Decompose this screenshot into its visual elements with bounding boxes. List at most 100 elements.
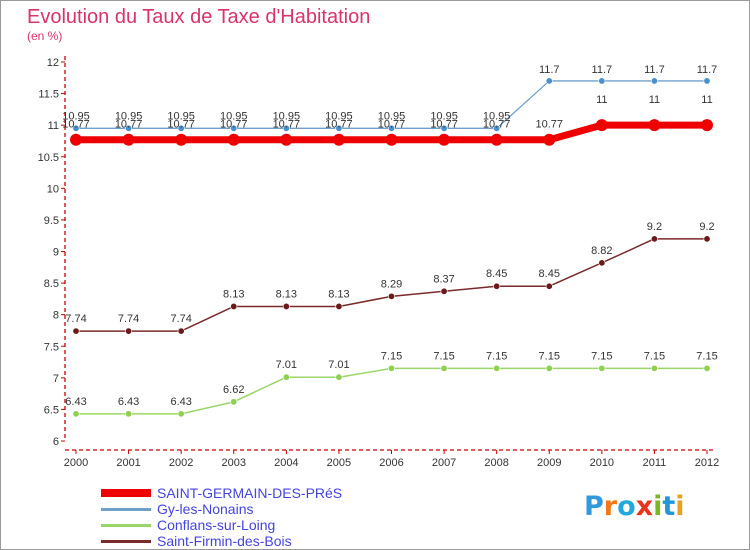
data-label: 6.43	[118, 396, 139, 408]
logo-letter: r	[603, 491, 618, 522]
data-point	[72, 327, 80, 335]
data-label: 7.01	[328, 359, 349, 371]
legend-item-saint-firmin: Saint-Firmin-des-Bois	[101, 533, 342, 549]
data-label: 10.77	[220, 119, 248, 131]
data-point	[545, 282, 553, 290]
data-point	[335, 373, 343, 381]
x-tick-label: 2009	[537, 457, 561, 469]
data-point	[72, 124, 80, 132]
legend-swatch-saint-firmin	[101, 539, 151, 543]
data-point	[598, 259, 606, 267]
data-point	[490, 133, 503, 146]
data-point	[230, 398, 238, 406]
logo-letter: o	[617, 491, 636, 522]
data-point	[335, 302, 343, 310]
x-tick-label: 2002	[169, 457, 193, 469]
data-point	[332, 133, 345, 146]
logo-letter: P	[584, 491, 604, 522]
y-tick-label: 9.5	[44, 215, 59, 227]
data-point	[175, 133, 188, 146]
data-point	[493, 282, 501, 290]
data-label: 10.95	[62, 110, 90, 122]
data-label: 10.95	[167, 110, 195, 122]
data-label: 7.15	[644, 350, 665, 362]
data-label: 7.15	[486, 350, 507, 362]
data-point	[72, 410, 80, 418]
data-point	[703, 235, 711, 243]
data-point	[650, 235, 658, 243]
data-point	[230, 124, 238, 132]
legend-label-saint-firmin: Saint-Firmin-des-Bois	[157, 533, 292, 549]
legend-item-gy-les-nonains: Gy-les-Nonains	[101, 501, 342, 517]
chart-title: Evolution du Taux de Taxe d'Habitation	[27, 6, 371, 28]
legend-swatch-saint-germain	[101, 489, 151, 497]
data-label: 11	[596, 94, 607, 106]
data-label: 10.95	[325, 110, 353, 122]
data-label: 7.74	[118, 313, 139, 325]
data-label: 11.7	[539, 64, 560, 76]
y-tick-label: 7	[53, 373, 59, 385]
logo-letter: i	[653, 491, 663, 522]
chart-subtitle: (en %)	[27, 29, 63, 43]
y-tick-label: 8.5	[44, 278, 59, 290]
data-point	[493, 364, 501, 372]
data-label: 10.77	[483, 119, 511, 131]
x-tick-label: 2003	[222, 457, 246, 469]
data-point	[493, 124, 501, 132]
data-point	[650, 364, 658, 372]
data-point	[125, 124, 133, 132]
data-label: 10.77	[273, 119, 301, 131]
y-tick-label: 8	[53, 310, 59, 322]
x-tick-label: 2012	[695, 457, 719, 469]
legend-label-gy-les-nonains: Gy-les-Nonains	[157, 501, 254, 517]
data-point	[598, 364, 606, 372]
data-point	[440, 364, 448, 372]
x-tick-label: 2011	[643, 457, 667, 469]
data-point	[387, 292, 395, 300]
data-point	[440, 124, 448, 132]
data-point	[335, 124, 343, 132]
x-tick-label: 2007	[432, 457, 456, 469]
data-point	[545, 77, 553, 85]
data-label: 10.77	[378, 119, 406, 131]
data-label: 10.95	[273, 110, 301, 122]
data-label: 10.95	[378, 110, 406, 122]
data-point	[177, 410, 185, 418]
data-label: 8.13	[223, 288, 244, 300]
y-tick-label: 12	[47, 57, 59, 69]
data-label: 7.74	[65, 313, 86, 325]
data-label: 7.15	[539, 350, 560, 362]
data-label: 10.77	[325, 119, 353, 131]
data-label: 10.77	[115, 119, 143, 131]
legend-label-saint-germain: SAINT-GERMAIN-DES-PRéS	[157, 485, 343, 501]
data-label: 9.2	[647, 221, 662, 233]
data-point	[282, 373, 290, 381]
data-label: 8.82	[591, 245, 612, 257]
legend-label-conflans-sur-loing: Conflans-sur-Loing	[157, 517, 276, 533]
data-label: 8.29	[381, 278, 402, 290]
data-point	[227, 133, 240, 146]
x-tick-label: 2008	[484, 457, 508, 469]
data-label: 10.77	[535, 119, 563, 131]
data-label: 11.7	[697, 64, 718, 76]
data-label: 6.62	[223, 384, 244, 396]
data-point	[701, 119, 713, 132]
data-point	[280, 133, 293, 146]
legend-swatch-conflans-sur-loing	[101, 523, 151, 527]
x-tick-label: 2005	[327, 457, 351, 469]
data-label: 7.15	[591, 350, 612, 362]
logo-letter: i	[675, 491, 685, 522]
data-label: 10.95	[220, 110, 248, 122]
data-label: 7.74	[170, 313, 191, 325]
y-tick-label: 10.5	[38, 152, 59, 164]
y-tick-label: 11	[48, 120, 59, 132]
data-point	[598, 77, 606, 85]
data-label: 6.43	[170, 396, 191, 408]
data-label: 10.77	[62, 119, 90, 131]
legend-item-saint-germain: SAINT-GERMAIN-DES-PRéS	[101, 485, 342, 501]
data-label: 8.13	[276, 288, 297, 300]
data-point	[125, 327, 133, 335]
x-tick-label: 2010	[590, 457, 614, 469]
data-point	[282, 302, 290, 310]
data-point	[122, 133, 135, 146]
